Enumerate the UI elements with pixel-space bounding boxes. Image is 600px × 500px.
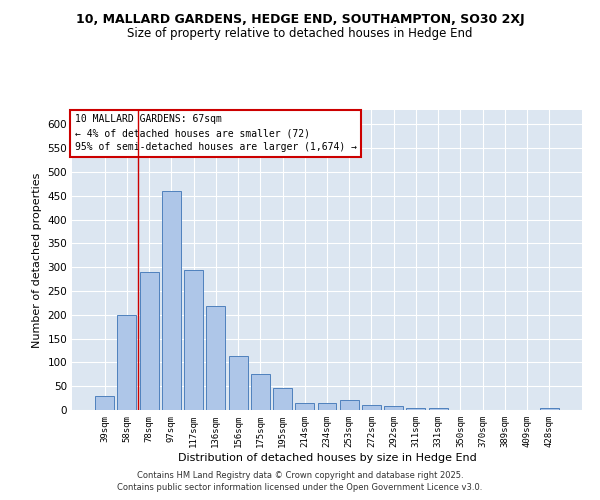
Bar: [251, 374, 270, 410]
Text: 10, MALLARD GARDENS, HEDGE END, SOUTHAMPTON, SO30 2XJ: 10, MALLARD GARDENS, HEDGE END, SOUTHAMP…: [76, 12, 524, 26]
Bar: [140, 272, 158, 410]
Text: Size of property relative to detached houses in Hedge End: Size of property relative to detached ho…: [127, 28, 473, 40]
X-axis label: Distribution of detached houses by size in Hedge End: Distribution of detached houses by size …: [178, 452, 476, 462]
Text: Contains public sector information licensed under the Open Government Licence v3: Contains public sector information licen…: [118, 484, 482, 492]
Bar: [340, 400, 359, 410]
Bar: [273, 388, 292, 410]
Y-axis label: Number of detached properties: Number of detached properties: [32, 172, 42, 348]
Bar: [317, 403, 337, 410]
Bar: [540, 408, 559, 410]
Bar: [406, 408, 425, 410]
Bar: [206, 306, 225, 410]
Text: 10 MALLARD GARDENS: 67sqm
← 4% of detached houses are smaller (72)
95% of semi-d: 10 MALLARD GARDENS: 67sqm ← 4% of detach…: [74, 114, 356, 152]
Bar: [229, 356, 248, 410]
Text: Contains HM Land Registry data © Crown copyright and database right 2025.: Contains HM Land Registry data © Crown c…: [137, 471, 463, 480]
Bar: [384, 406, 403, 410]
Bar: [162, 191, 181, 410]
Bar: [118, 315, 136, 410]
Bar: [362, 405, 381, 410]
Bar: [295, 403, 314, 410]
Bar: [429, 408, 448, 410]
Bar: [184, 270, 203, 410]
Bar: [95, 396, 114, 410]
